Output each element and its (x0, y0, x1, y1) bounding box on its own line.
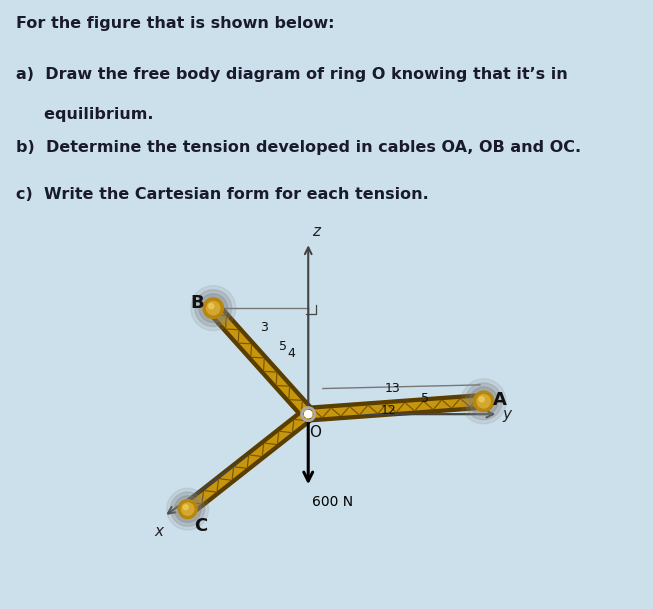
Circle shape (170, 492, 205, 526)
Text: z: z (312, 224, 320, 239)
Text: c)  Write the Cartesian form for each tension.: c) Write the Cartesian form for each ten… (16, 187, 429, 202)
Circle shape (195, 290, 232, 326)
Text: C: C (194, 516, 207, 535)
Text: 12: 12 (381, 404, 396, 417)
Text: 5: 5 (279, 340, 287, 353)
Text: B: B (190, 294, 204, 312)
Text: y: y (502, 407, 511, 421)
Circle shape (191, 286, 236, 331)
Circle shape (461, 379, 506, 424)
Text: x: x (154, 524, 163, 539)
Circle shape (477, 395, 490, 408)
Text: 5: 5 (421, 392, 429, 405)
Circle shape (465, 383, 502, 420)
Text: 4: 4 (287, 347, 295, 361)
Circle shape (203, 298, 223, 319)
Circle shape (479, 396, 484, 402)
Circle shape (182, 503, 194, 515)
Circle shape (174, 496, 201, 523)
Circle shape (199, 294, 227, 323)
Circle shape (470, 387, 498, 416)
Circle shape (206, 301, 220, 315)
Circle shape (208, 303, 214, 309)
Circle shape (167, 488, 208, 530)
Text: 13: 13 (385, 382, 400, 395)
Text: equilibrium.: equilibrium. (16, 107, 154, 122)
Text: 3: 3 (261, 321, 268, 334)
Text: b)  Determine the tension developed in cables OA, OB and OC.: b) Determine the tension developed in ca… (16, 140, 581, 155)
Text: 600 N: 600 N (312, 495, 353, 509)
Text: O: O (309, 425, 321, 440)
Text: A: A (493, 390, 507, 409)
Text: a)  Draw the free body diagram of ring O knowing that it’s in: a) Draw the free body diagram of ring O … (16, 67, 568, 82)
Circle shape (473, 391, 494, 412)
Circle shape (178, 499, 197, 519)
Circle shape (183, 505, 188, 510)
Circle shape (304, 410, 312, 418)
Text: For the figure that is shown below:: For the figure that is shown below: (16, 16, 335, 30)
